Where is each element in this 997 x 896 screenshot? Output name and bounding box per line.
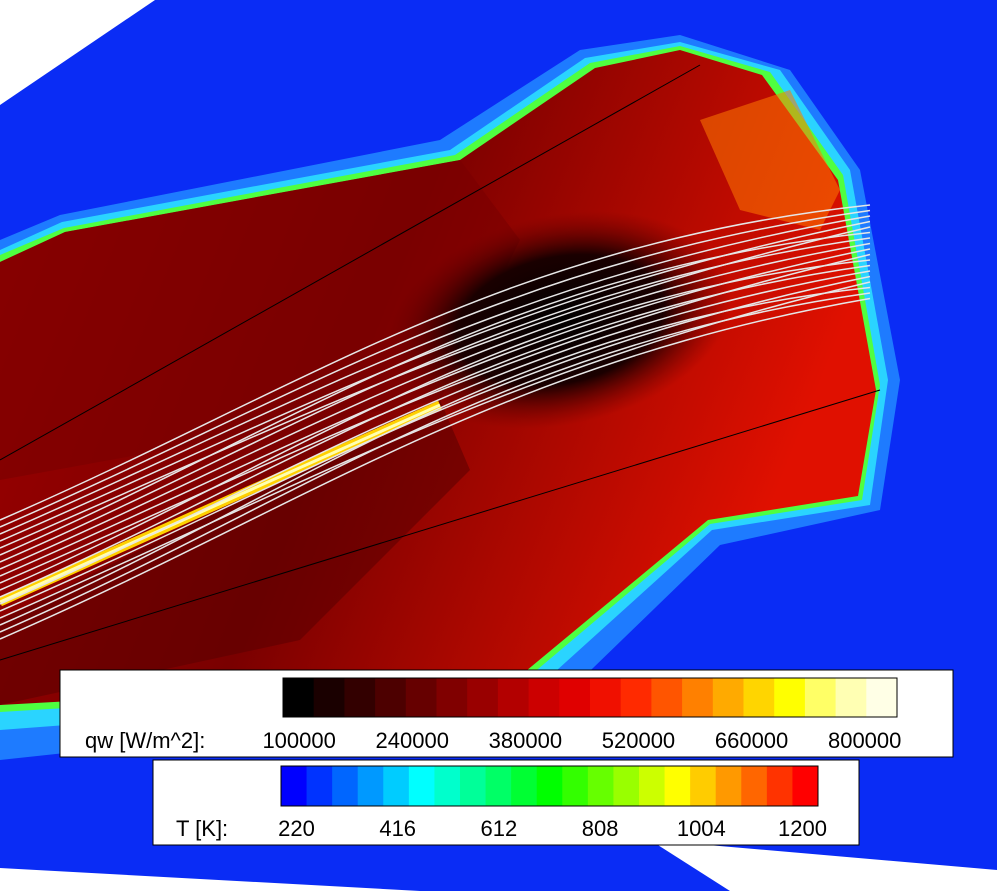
flow-visualization: qw [W/m^2]: 100000 240000 380000 520000 66000… bbox=[0, 0, 997, 891]
tick-label: 240000 bbox=[376, 728, 449, 753]
legend-label: T [K]: bbox=[176, 816, 228, 841]
color-swatch bbox=[344, 678, 375, 717]
color-swatch bbox=[690, 766, 716, 806]
color-swatch bbox=[383, 766, 409, 806]
color-swatch bbox=[866, 678, 897, 717]
legends: qw [W/m^2]: 100000 240000 380000 520000 66000… bbox=[60, 670, 953, 845]
color-swatch bbox=[434, 766, 460, 806]
color-swatch bbox=[621, 678, 652, 717]
color-swatch bbox=[498, 678, 529, 717]
tick-label: 380000 bbox=[489, 728, 562, 753]
tick-label: 660000 bbox=[715, 728, 788, 753]
color-swatch bbox=[588, 766, 614, 806]
color-swatch bbox=[805, 678, 836, 717]
color-swatch bbox=[651, 678, 682, 717]
color-swatch bbox=[792, 766, 818, 806]
color-swatch bbox=[741, 766, 767, 806]
tick-label: 800000 bbox=[828, 728, 901, 753]
color-swatch bbox=[774, 678, 805, 717]
tick-label: 1200 bbox=[778, 816, 827, 841]
tick-label: 520000 bbox=[602, 728, 675, 753]
color-swatch bbox=[332, 766, 358, 806]
tick-label: 100000 bbox=[262, 728, 335, 753]
color-swatch bbox=[665, 766, 691, 806]
color-swatch bbox=[409, 766, 435, 806]
color-swatch bbox=[406, 678, 437, 717]
tick-label: 220 bbox=[278, 816, 315, 841]
color-swatch bbox=[744, 678, 775, 717]
tick-label: 808 bbox=[582, 816, 619, 841]
color-swatch bbox=[467, 678, 498, 717]
color-swatch bbox=[590, 678, 621, 717]
color-swatch bbox=[559, 678, 590, 717]
tick-label: 1004 bbox=[677, 816, 726, 841]
color-swatch bbox=[639, 766, 665, 806]
color-swatch bbox=[529, 678, 560, 717]
color-swatch bbox=[486, 766, 512, 806]
color-swatch bbox=[283, 678, 314, 717]
color-swatch bbox=[716, 766, 742, 806]
tick-label: 416 bbox=[379, 816, 416, 841]
color-swatch bbox=[437, 678, 468, 717]
color-swatch bbox=[460, 766, 486, 806]
color-swatch bbox=[713, 678, 744, 717]
color-swatch bbox=[613, 766, 639, 806]
color-swatch bbox=[314, 678, 345, 717]
color-swatch bbox=[307, 766, 333, 806]
color-swatch bbox=[562, 766, 588, 806]
color-swatch bbox=[358, 766, 384, 806]
page: qw [W/m^2]: 100000 240000 380000 520000 66000… bbox=[0, 0, 997, 891]
color-swatch bbox=[281, 766, 307, 806]
color-swatch bbox=[537, 766, 563, 806]
legend-label: qw [W/m^2]: bbox=[85, 728, 205, 753]
color-swatch bbox=[375, 678, 406, 717]
tick-label: 612 bbox=[481, 816, 518, 841]
color-swatch bbox=[836, 678, 867, 717]
color-swatch bbox=[682, 678, 713, 717]
color-swatch bbox=[767, 766, 793, 806]
color-swatch bbox=[511, 766, 537, 806]
